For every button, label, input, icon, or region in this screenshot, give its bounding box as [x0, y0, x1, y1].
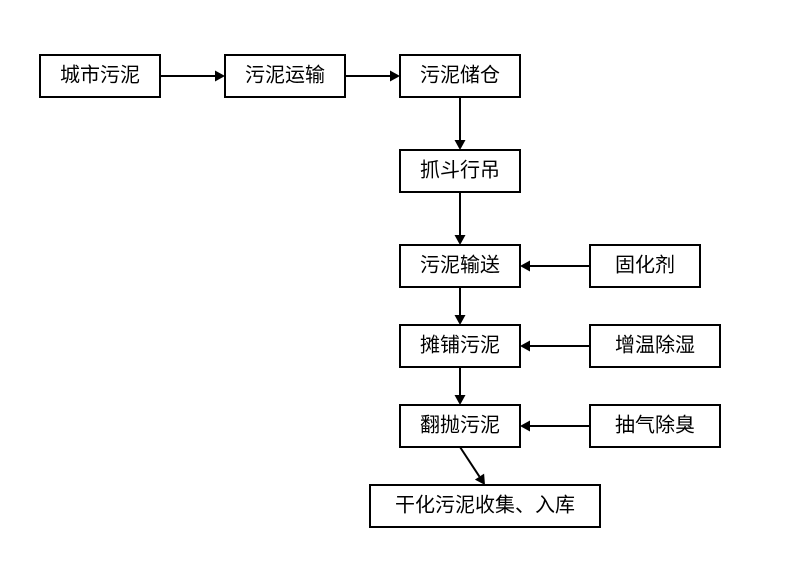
arrow-n5-n6: [455, 315, 466, 325]
node-label: 摊铺污泥: [420, 334, 500, 357]
node-label: 固化剂: [615, 254, 675, 277]
arrow-n1-n2: [215, 71, 225, 82]
node-label: 增温除湿: [615, 334, 695, 357]
node-label: 污泥储仓: [420, 64, 500, 87]
node-n3: 污泥储仓: [400, 55, 520, 97]
arrow-n4-n5: [455, 235, 466, 245]
node-n5: 污泥输送: [400, 245, 520, 287]
node-label: 污泥运输: [245, 64, 325, 87]
node-n1: 城市污泥: [40, 55, 160, 97]
node-label: 污泥输送: [420, 254, 500, 277]
arrow-n10-n6: [520, 341, 530, 352]
arrow-n6-n7: [455, 395, 466, 405]
arrow-n2-n3: [390, 71, 400, 82]
node-n2: 污泥运输: [225, 55, 345, 97]
node-label: 翻抛污泥: [420, 414, 500, 437]
node-label: 干化污泥收集、入库: [395, 494, 575, 517]
arrow-n3-n4: [455, 140, 466, 150]
arrow-n11-n7: [520, 421, 530, 432]
node-n4: 抓斗行吊: [400, 150, 520, 192]
node-n6: 摊铺污泥: [400, 325, 520, 367]
flowchart-canvas: 城市污泥 污泥运输 污泥储仓抓斗行吊污泥输送摊铺污泥翻抛污泥干化污泥收集、入库 固化剂…: [0, 0, 800, 569]
node-n9: 固化剂: [590, 245, 700, 287]
node-n11: 抽气除臭: [590, 405, 720, 447]
node-label: 抓斗行吊: [420, 159, 500, 182]
node-n7: 翻抛污泥: [400, 405, 520, 447]
arrow-n9-n5: [520, 261, 530, 272]
arrow-n7-n8: [475, 474, 485, 485]
edge-n7-n8: [460, 447, 480, 477]
node-n10: 增温除湿: [590, 325, 720, 367]
node-label: 抽气除臭: [615, 414, 695, 437]
node-n8: 干化污泥收集、入库: [370, 485, 600, 527]
node-label: 城市污泥: [60, 64, 140, 87]
